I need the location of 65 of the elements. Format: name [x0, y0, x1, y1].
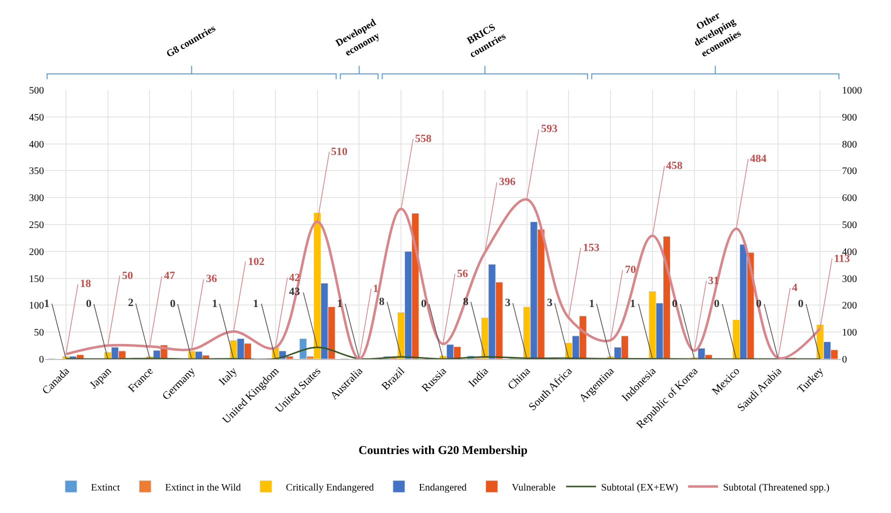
- data-label: 70: [625, 264, 636, 276]
- legend-label: Vulnerable: [512, 482, 556, 494]
- data-label: 4: [792, 282, 798, 294]
- y2-tick-label: 300: [842, 274, 857, 285]
- data-label: 510: [331, 146, 348, 158]
- data-label: 593: [541, 123, 558, 135]
- legend-label: Subtotal (EX+EW): [601, 482, 678, 494]
- legend-label: Extinct: [91, 482, 120, 494]
- y-tick-label: 100: [29, 300, 44, 312]
- data-label: 2: [128, 297, 134, 309]
- y-tick-label: 450: [29, 112, 44, 124]
- y2-tick-label: 100: [842, 328, 857, 339]
- y-tick-label: 150: [29, 274, 44, 285]
- data-label: 458: [666, 160, 683, 172]
- data-label: 153: [583, 242, 600, 254]
- data-label: 0: [170, 298, 176, 310]
- data-label: 8: [463, 296, 469, 308]
- data-label: 0: [421, 298, 427, 310]
- y2-tick-label: 800: [842, 139, 857, 150]
- y-tick-label: 300: [29, 193, 44, 204]
- y2-tick-label: 600: [842, 193, 857, 204]
- y2-tick-label: 200: [842, 300, 857, 312]
- data-label: 0: [714, 298, 720, 310]
- y-tick-label: 350: [29, 166, 44, 178]
- data-label: 1: [373, 283, 378, 295]
- y2-tick-label: 900: [842, 112, 857, 124]
- data-label: 47: [164, 270, 176, 282]
- data-label: 3: [505, 297, 511, 309]
- data-label: 36: [206, 273, 218, 285]
- legend-label: Extinct in the Wild: [165, 482, 241, 494]
- x-tick-label: India: [466, 365, 491, 390]
- data-label: 8: [379, 296, 385, 308]
- y-tick-label: 50: [34, 328, 44, 339]
- y-tick-label: 400: [29, 139, 44, 150]
- legend-label: Endangered: [418, 482, 467, 494]
- x-axis-title: Countries with G20 Membership: [358, 443, 528, 458]
- data-label: 56: [457, 268, 468, 280]
- legend-label: Subtotal (Threatened spp.): [723, 482, 830, 494]
- data-label: 0: [756, 298, 762, 310]
- data-label: 396: [499, 176, 516, 188]
- data-label: 3: [547, 297, 553, 309]
- data-label: 558: [415, 133, 432, 145]
- data-label: 1: [212, 298, 218, 310]
- data-label: 1: [44, 298, 50, 310]
- y2-tick-label: 1000: [842, 86, 862, 96]
- data-label: 1: [630, 298, 636, 310]
- y-tick-label: 0: [39, 354, 44, 366]
- y-tick-label: 250: [29, 220, 44, 231]
- data-label: 50: [122, 270, 134, 282]
- data-label: 0: [86, 298, 92, 310]
- data-label: 1: [253, 298, 258, 310]
- x-tick-label: Italy: [216, 364, 240, 388]
- data-label: 102: [248, 256, 265, 268]
- data-label: 0: [672, 298, 678, 310]
- y2-tick-label: 0: [842, 354, 847, 366]
- y2-tick-label: 500: [842, 220, 857, 231]
- y2-tick-label: 700: [842, 166, 857, 178]
- data-label: 1: [589, 298, 594, 310]
- data-label: 18: [80, 278, 92, 290]
- y-tick-label: 200: [29, 246, 44, 258]
- data-label: 484: [750, 153, 767, 165]
- data-label: 0: [798, 298, 804, 310]
- data-label: 1: [337, 298, 342, 310]
- legend-label: Critically Endangered: [286, 482, 374, 494]
- y-tick-label: 500: [29, 86, 44, 96]
